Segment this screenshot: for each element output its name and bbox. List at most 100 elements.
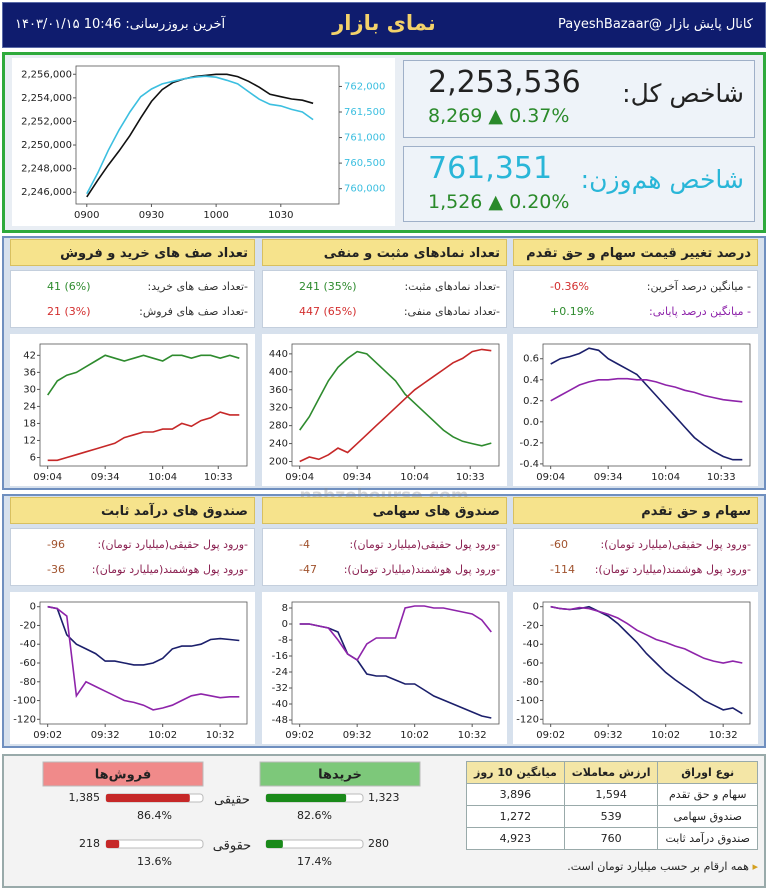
table-cell: سهام و حق تقدم xyxy=(657,783,758,806)
value-table-wrap: نوع اوراق ارزش معاملات میانگین 10 روز سه… xyxy=(466,761,758,850)
bar-amount: 218 xyxy=(79,837,100,850)
x-tick-label: 09:04 xyxy=(285,472,314,483)
bar-percent: 86.4% xyxy=(137,809,172,822)
stat-row: -تعداد صف های خرید: 41 (6%) xyxy=(17,276,248,298)
panel-stats: -ورود پول حقیقی(میلیارد تومان): -96 -ورود … xyxy=(10,528,255,586)
series-line xyxy=(47,411,240,462)
value-table: نوع اوراق ارزش معاملات میانگین 10 روز سه… xyxy=(466,761,758,850)
series-line xyxy=(550,605,743,715)
stat-row: - میانگین درصد آخرین: -0.36% xyxy=(520,276,751,298)
y-tick-label: 440 xyxy=(269,349,288,360)
panel-chart: -0.4 -0.2 0.0 0.2 0.4 0.6 09:04 09:34 10:04 10:33 xyxy=(513,334,758,486)
y-tick-label: -80 xyxy=(523,677,539,688)
stat-value: 447 (65%) xyxy=(299,305,357,318)
bar xyxy=(266,840,283,848)
series-line xyxy=(47,605,240,666)
series-line xyxy=(299,605,492,662)
y-tick-label: -80 xyxy=(20,677,36,688)
y-tick-label: 280 xyxy=(269,421,288,432)
stat-row: -ورود پول حقیقی(میلیارد تومان): -60 xyxy=(520,534,751,556)
x-tick-label: 09:34 xyxy=(594,472,623,483)
x-tick-label: 09:32 xyxy=(91,730,120,741)
y-tick-label: -48 xyxy=(272,715,288,726)
table-header: ارزش معاملات xyxy=(563,761,659,784)
panel: صندوق های سهامی -ورود پول حقیقی(میلیارد ت… xyxy=(262,497,507,747)
y-tick-label: 0 xyxy=(533,602,539,613)
stat-row: -ورود پول هوشمند(میلیارد تومان): -47 xyxy=(269,559,500,581)
stat-value: -4 xyxy=(299,538,310,551)
bar-amount: 1,385 xyxy=(69,791,101,804)
y-tick-label: 12 xyxy=(23,435,36,446)
panel-title: تعداد صف های خرید و فروش xyxy=(10,239,255,266)
panel: سهام و حق تقدم -ورود پول حقیقی(میلیارد تو… xyxy=(513,497,758,747)
stat-label: -تعداد صف های فروش: xyxy=(139,305,248,318)
y-tick-label: -24 xyxy=(272,667,288,678)
panel-stats: -تعداد نمادهای مثبت: 241 (35%) -تعداد نماد… xyxy=(262,270,507,328)
channel-name: کانال پایش بازار @PayeshBazaar xyxy=(557,17,753,32)
y-tick-label: -60 xyxy=(523,658,539,669)
stat-value: -96 xyxy=(47,538,65,551)
stat-label: -ورود پول حقیقی(میلیارد تومان): xyxy=(600,538,751,551)
y-tick-label: 0 xyxy=(30,602,36,613)
x-tick-label: 09:32 xyxy=(343,730,372,741)
y-tick-label: 0.4 xyxy=(523,375,539,386)
panel-title: صندوق های سهامی xyxy=(262,497,507,524)
x-tick-label: 09:32 xyxy=(594,730,623,741)
x-tick-label: 09:04 xyxy=(536,472,565,483)
index-chart: 2,246,000 2,248,000 2,250,000 2,252,000 2,25… xyxy=(12,58,395,226)
legend-header xyxy=(259,761,421,787)
stat-row: -تعداد نمادهای مثبت: 241 (35%) xyxy=(269,276,500,298)
y-tick-label: -20 xyxy=(20,620,36,631)
y-tick-label: 0 xyxy=(282,619,288,630)
panel-chart: -48 -40 -32 -24 -16 -8 0 8 09:02 09:32 10:02 10:32 xyxy=(262,592,507,744)
x-tick-label: 09:02 xyxy=(285,730,314,741)
stat-label: -تعداد صف های خرید: xyxy=(147,280,248,293)
y-tick-label: -16 xyxy=(272,651,288,662)
x-tick-label: 09:02 xyxy=(33,730,62,741)
y-tick-label: 6 xyxy=(30,452,36,463)
unit-note: ▸ همه ارقام بر حسب میلیارد تومان است. xyxy=(470,860,758,873)
stat-label: -ورود پول حقیقی(میلیارد تومان): xyxy=(349,538,500,551)
page-title: نمای بازار xyxy=(332,11,436,35)
panel: صندوق های درآمد ثابت -ورود پول حقیقی(میلی… xyxy=(10,497,255,747)
panel-title: تعداد نمادهای مثبت و منفی xyxy=(262,239,507,266)
y-tick-label: 761,500 xyxy=(344,107,385,118)
y-tick-label: 24 xyxy=(23,401,36,412)
y-tick-label: -100 xyxy=(516,696,539,707)
stat-label: -تعداد نمادهای منفی: xyxy=(403,305,500,318)
y-tick-label: 0.0 xyxy=(523,417,539,428)
x-tick-label: 10:02 xyxy=(148,730,177,741)
stat-row: -ورود پول هوشمند(میلیارد تومان): -114 xyxy=(520,559,751,581)
y-tick-label: 2,246,000 xyxy=(21,187,72,198)
bar-percent: 13.6% xyxy=(137,855,172,868)
plot-frame xyxy=(75,65,340,205)
panel-stats: - میانگین درصد آخرین: -0.36% - میانگین درص… xyxy=(513,270,758,328)
x-tick-label: 1030 xyxy=(268,210,293,221)
stat-label: -ورود پول هوشمند(میلیارد تومان): xyxy=(343,563,500,576)
table-cell: 3,896 xyxy=(466,783,565,806)
note-icon: ▸ xyxy=(752,860,758,873)
y-tick-label: -20 xyxy=(523,620,539,631)
table-row: سهام و حق تقدم 1,594 3,896 xyxy=(466,783,758,806)
bar-amount: 1,323 xyxy=(368,791,400,804)
bar-percent: 17.4% xyxy=(297,855,332,868)
x-tick-label: 09:34 xyxy=(343,472,372,483)
legend-label: خریدها xyxy=(318,768,362,783)
x-tick-label: 10:32 xyxy=(458,730,487,741)
table-cell: 4,923 xyxy=(466,827,565,850)
stat-value: 41 (6%) xyxy=(47,280,91,293)
stat-value: +0.19% xyxy=(550,305,595,318)
x-tick-label: 10:32 xyxy=(206,730,235,741)
y-tick-label: 18 xyxy=(23,418,36,429)
y-tick-label: -60 xyxy=(20,658,36,669)
y-tick-label: 760,000 xyxy=(344,184,385,195)
buy-sell-chart: خریدها 1,323 82.6% 280 17.4% فروش‌ها 1,385 86.4… xyxy=(42,761,421,868)
x-tick-label: 10:33 xyxy=(204,472,233,483)
x-tick-label: 0900 xyxy=(74,210,99,221)
series-line xyxy=(47,605,240,711)
series-line xyxy=(86,75,314,195)
note-text: همه ارقام بر حسب میلیارد تومان است. xyxy=(567,860,749,873)
y-tick-label: 30 xyxy=(23,384,36,395)
plot-frame xyxy=(542,601,751,725)
